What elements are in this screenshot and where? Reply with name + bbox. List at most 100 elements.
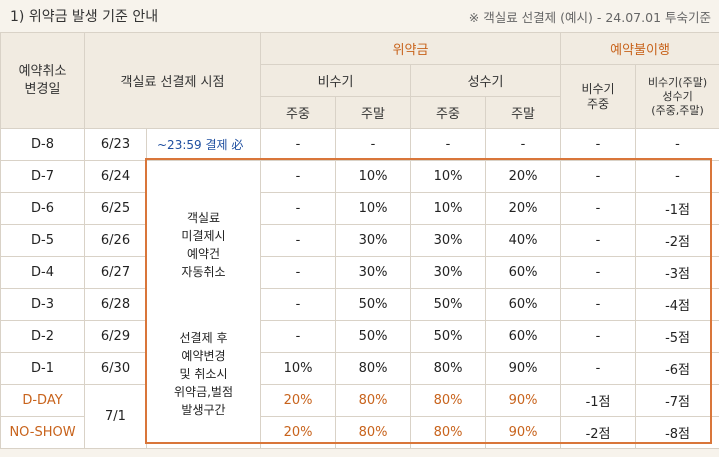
col-no-use-mixed-line1: 비수기(주말) — [647, 75, 708, 89]
cell-off-weekend: 80% — [335, 352, 412, 385]
cell-no-use-off: -2점 — [560, 416, 637, 449]
cell-peak-weekday: 80% — [410, 352, 487, 385]
cell-no-use-off: -1점 — [560, 384, 637, 417]
note-top-line: 미결제시 — [181, 228, 226, 243]
cell-off-weekend: 30% — [335, 256, 412, 289]
cell-peak-weekday: 80% — [410, 416, 487, 449]
cell-peak-weekend: 40% — [485, 224, 562, 257]
section-title: 1) 위약금 발생 기준 안내 — [10, 9, 159, 25]
cell-no-use-mixed: -8점 — [635, 416, 719, 449]
cell-peak-weekend: - — [485, 128, 562, 161]
col-no-use-off-line2: 주중 — [586, 96, 610, 111]
cell-off-weekday: - — [260, 256, 337, 289]
cell-peak-weekday: 30% — [410, 256, 487, 289]
table-row: D-5 6/26 - 30% 30% 40% - -2점 — [0, 224, 719, 257]
cell-off-weekday: - — [260, 128, 337, 161]
cell-no-use-mixed: - — [635, 128, 719, 161]
cell-peak-weekend: 60% — [485, 288, 562, 321]
cell-no-use-mixed: -7점 — [635, 384, 719, 417]
col-peak-weekday: 주중 — [410, 96, 487, 129]
col-off-season: 비수기 — [260, 64, 412, 97]
row-day: NO-SHOW — [0, 416, 85, 449]
cell-peak-weekend: 20% — [485, 160, 562, 193]
cell-off-weekend: 80% — [335, 416, 412, 449]
col-no-use-mixed: 비수기(주말) 성수기 (주중,주말) — [635, 64, 719, 129]
col-penalty: 위약금 — [260, 32, 562, 65]
col-no-use: 예약불이행 — [560, 32, 719, 65]
cell-peak-weekday: 30% — [410, 224, 487, 257]
row-day: D-8 — [0, 128, 85, 161]
col-no-use-off-line1: 비수기 — [581, 81, 615, 96]
cell-off-weekend: 30% — [335, 224, 412, 257]
cell-peak-weekend: 90% — [485, 416, 562, 449]
row-date: 6/24 — [84, 160, 147, 193]
cell-off-weekday: - — [260, 224, 337, 257]
cell-peak-weekday: 50% — [410, 320, 487, 353]
note-top-line: 객실료 — [186, 210, 221, 225]
cell-off-weekday: - — [260, 320, 337, 353]
cell-peak-weekend: 60% — [485, 320, 562, 353]
table-row: D-4 6/27 - 30% 30% 60% - -3점 — [0, 256, 719, 289]
cell-off-weekday: - — [260, 288, 337, 321]
row-date: 6/30 — [84, 352, 147, 385]
col-peak-weekend: 주말 — [485, 96, 562, 129]
merged-note-cell: 객실료 미결제시 예약건 자동취소 선결제 후 예약변경 및 취소시 위약금,벌… — [145, 160, 262, 449]
row-deadline: ~23:59 결제 必 — [145, 128, 262, 161]
col-no-use-mixed-line2: 성수기 — [662, 89, 693, 103]
cell-peak-weekday: 10% — [410, 192, 487, 225]
row-date: 6/23 — [84, 128, 147, 161]
cell-off-weekday: - — [260, 192, 337, 225]
penalty-table: 예약취소 변경일 객실료 선결제 시점 위약금 예약불이행 비수기 성수기 비수… — [0, 32, 719, 449]
note-bottom-line: 발생구간 — [181, 402, 226, 417]
row-date: 6/25 — [84, 192, 147, 225]
cell-off-weekday: 10% — [260, 352, 337, 385]
cell-peak-weekend: 90% — [485, 384, 562, 417]
cell-off-weekend: 50% — [335, 288, 412, 321]
cell-peak-weekday: 50% — [410, 288, 487, 321]
cell-no-use-mixed: -2점 — [635, 224, 719, 257]
cell-off-weekday: - — [260, 160, 337, 193]
row-day: D-5 — [0, 224, 85, 257]
table-row: D-DAY 7/1 20% 80% 80% 90% -1점 -7점 — [0, 384, 719, 449]
row-date: 6/29 — [84, 320, 147, 353]
note-bottom-line: 및 취소시 — [179, 366, 228, 381]
cell-peak-weekday: - — [410, 128, 487, 161]
note-bottom-line: 예약변경 — [181, 348, 226, 363]
cell-no-use-off: - — [560, 224, 637, 257]
col-change-day-line1: 예약취소 변경일 — [18, 63, 67, 97]
cell-no-use-off: - — [560, 288, 637, 321]
note-spacer — [148, 281, 260, 329]
row-date: 6/28 — [84, 288, 147, 321]
col-prepay-time: 객실료 선결제 시점 — [83, 32, 262, 129]
cell-off-weekday: 20% — [260, 416, 337, 449]
cell-no-use-off: - — [560, 128, 637, 161]
cell-peak-weekend: 90% — [485, 352, 562, 385]
row-day: D-3 — [0, 288, 85, 321]
cell-off-weekend: 10% — [335, 160, 412, 193]
cell-off-weekend: 10% — [335, 192, 412, 225]
note-bottom-line: 선결제 후 — [179, 330, 228, 345]
cell-peak-weekend: 20% — [485, 192, 562, 225]
cell-off-weekend: - — [335, 128, 412, 161]
cell-no-use-mixed: -5점 — [635, 320, 719, 353]
example-note: ※ 객실료 선결제 (예시) - 24.07.01 투숙기준 — [468, 9, 711, 25]
cell-no-use-off: - — [560, 256, 637, 289]
row-day: D-7 — [0, 160, 85, 193]
col-no-use-off: 비수기 주중 — [560, 64, 637, 129]
table-row: D-6 6/25 - 10% 10% 20% - -1점 — [0, 192, 719, 225]
table-row: D-1 6/30 10% 80% 80% 90% - -6점 — [0, 352, 719, 385]
table-row: D-7 6/24 객실료 미결제시 예약건 자동취소 선결제 후 예약변경 및 … — [0, 160, 719, 449]
note-top-line: 자동취소 — [181, 264, 226, 279]
row-day: D-1 — [0, 352, 85, 385]
col-off-weekend: 주말 — [335, 96, 412, 129]
col-peak-season: 성수기 — [410, 64, 562, 97]
note-top-line: 예약건 — [186, 246, 221, 261]
cell-no-use-mixed: -1점 — [635, 192, 719, 225]
cell-no-use-mixed: - — [635, 160, 719, 193]
row-day: D-6 — [0, 192, 85, 225]
cell-peak-weekend: 60% — [485, 256, 562, 289]
table-row: D-8 6/23 ~23:59 결제 必 - - - - - - — [0, 128, 719, 161]
row-date: 6/26 — [84, 224, 147, 257]
row-date: 6/27 — [84, 256, 147, 289]
cell-no-use-off: - — [560, 192, 637, 225]
